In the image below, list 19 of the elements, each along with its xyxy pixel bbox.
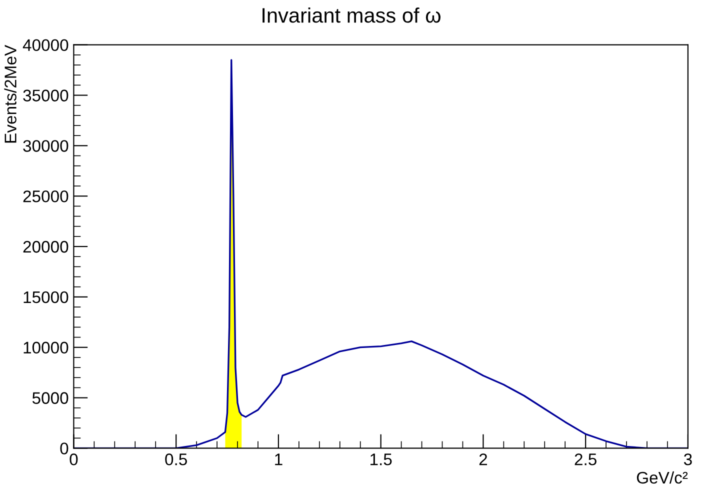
y-tick-label: 10000 (24, 342, 68, 354)
y-tick-label: 35000 (23, 90, 68, 102)
y-tick-label: 15000 (24, 291, 68, 304)
y-tick-label: 40000 (22, 39, 68, 52)
y-tick-label: 25000 (23, 190, 68, 202)
y-tick-label: 5000 (32, 392, 68, 404)
chart-title: Invariant mass of ω (262, 7, 440, 23)
y-tick-label: 30000 (23, 140, 68, 152)
x-tick-label: 0.5 (165, 454, 187, 466)
x-tick-label: 2.5 (574, 454, 596, 466)
x-tick-label: 1.5 (370, 454, 392, 466)
y-axis-title: Events/2MeV (4, 44, 16, 143)
y-tick-label: 0 (60, 442, 68, 454)
x-tick-label: 3 (684, 454, 692, 466)
x-axis-title: GeV/c² (636, 471, 688, 484)
x-tick-label: 2 (479, 454, 488, 466)
y-tick-label: 20000 (23, 240, 68, 253)
x-tick-label: 1 (275, 454, 282, 466)
x-tick-label: 0 (70, 454, 78, 466)
